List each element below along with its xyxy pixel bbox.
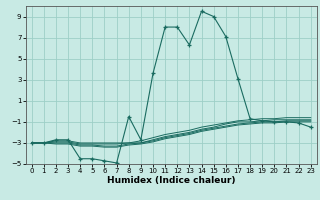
- X-axis label: Humidex (Indice chaleur): Humidex (Indice chaleur): [107, 176, 236, 185]
